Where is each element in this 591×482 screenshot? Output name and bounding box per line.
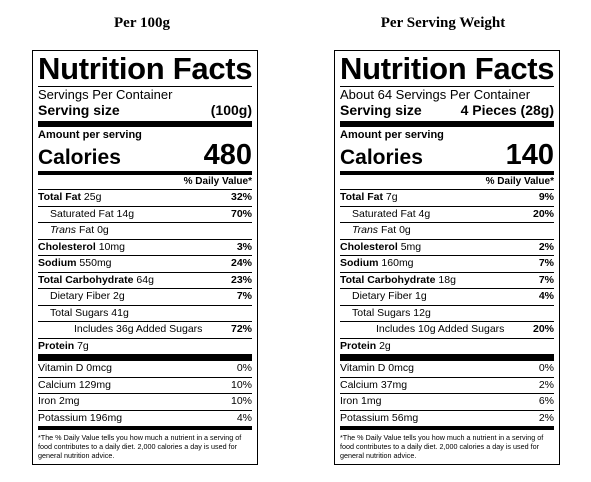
serving-size-value: (100g)	[210, 102, 252, 118]
calories-label: Calories	[340, 146, 423, 169]
vitamin-row: Potassium 196mg 4%	[38, 409, 252, 427]
calories-label: Calories	[38, 146, 121, 169]
vitamin-row: Iron 1mg 6%	[340, 393, 554, 410]
calories-value: 140	[505, 139, 554, 171]
nutrient-row: Total Fat 25g 32%	[38, 189, 252, 206]
vitamin-row: Calcium 129mg 10%	[38, 376, 252, 394]
footnote: *The % Daily Value tells you how much a …	[340, 433, 544, 460]
vitamin-row: Vitamin D 0mcg 0%	[340, 362, 554, 374]
serving-size-label: Serving size	[38, 102, 120, 118]
footnote: *The % Daily Value tells you how much a …	[38, 433, 242, 460]
nutrient-row: Saturated Fat 14g 70%	[38, 205, 252, 223]
panel-heading: Per 100g	[114, 15, 170, 31]
nutrient-row: Total Fat 7g 9%	[340, 189, 554, 206]
panel-heading: Per Serving Weight	[380, 15, 506, 31]
calories-row: Calories 140	[340, 141, 554, 170]
vitamin-row: Vitamin D 0mcg 0%	[38, 362, 252, 374]
nutrient-row: Total Carbohydrate 18g 7%	[340, 271, 554, 289]
nutrient-row: Protein 2g	[340, 337, 554, 355]
nutrient-row: Trans Fat 0g	[340, 222, 554, 239]
vitamin-row: Iron 2mg 10%	[38, 393, 252, 410]
serving-size-value: 4 Pieces (28g)	[460, 102, 554, 118]
nutrient-row: Dietary Fiber 1g 4%	[340, 288, 554, 305]
nutrition-facts-title: Nutrition Facts	[340, 51, 555, 86]
nutrition-label: Nutrition Facts Servings Per Container S…	[32, 50, 258, 465]
calories-row: Calories 480	[38, 141, 252, 170]
nutrient-row: Trans Fat 0g	[38, 222, 252, 239]
nutrient-row: Sodium 160mg 7%	[340, 255, 554, 272]
nutrient-row: Dietary Fiber 2g 7%	[38, 288, 252, 305]
daily-value-header: % Daily Value*	[183, 176, 252, 187]
servings-per-container: About 64 Servings Per Container	[340, 87, 531, 102]
nutrient-row: Saturated Fat 4g 20%	[340, 205, 554, 223]
nutrient-row: Total Carbohydrate 64g 23%	[38, 271, 252, 289]
nutrient-row: Includes 36g Added Sugars 72%	[38, 321, 252, 338]
nutrient-row: Sodium 550mg 24%	[38, 255, 252, 272]
daily-value-header: % Daily Value*	[485, 176, 554, 187]
nutrient-row: Total Sugars 12g	[340, 304, 554, 322]
nutrition-facts-title: Nutrition Facts	[38, 51, 253, 86]
vitamin-row: Calcium 37mg 2%	[340, 376, 554, 394]
nutrient-row: Protein 7g	[38, 337, 252, 355]
nutrient-row: Cholesterol 5mg 2%	[340, 238, 554, 256]
calories-value: 480	[203, 139, 252, 171]
vitamin-row: Potassium 56mg 2%	[340, 409, 554, 427]
amount-per-serving: Amount per serving	[340, 129, 444, 141]
serving-size: Serving size (100g)	[38, 102, 252, 120]
serving-size: Serving size 4 Pieces (28g)	[340, 102, 554, 120]
nutrient-row: Cholesterol 10mg 3%	[38, 238, 252, 256]
nutrition-label: Nutrition Facts About 64 Servings Per Co…	[334, 50, 560, 465]
servings-per-container: Servings Per Container	[38, 87, 173, 102]
amount-per-serving: Amount per serving	[38, 129, 142, 141]
nutrient-row: Total Sugars 41g	[38, 304, 252, 322]
nutrient-row: Includes 10g Added Sugars 20%	[340, 321, 554, 338]
serving-size-label: Serving size	[340, 102, 422, 118]
